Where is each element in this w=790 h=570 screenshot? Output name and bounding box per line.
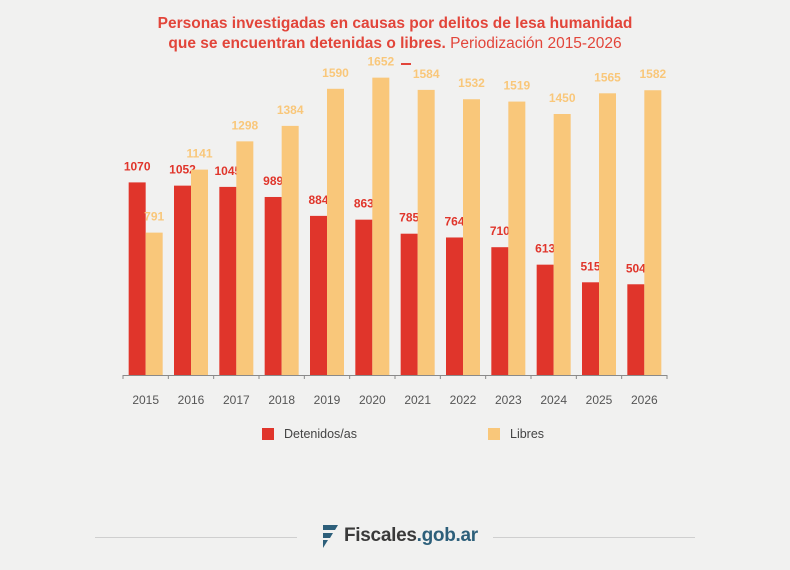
bar-chart: 1070 791 2015 1052 1141 2016 1045 1298 2017 989 13… — [122, 55, 668, 407]
x-tick-2026: 2026 — [631, 393, 658, 407]
data-label-libres-2025: 1565 — [594, 70, 621, 84]
bar-libres-2021 — [417, 89, 435, 375]
fiscales-logo-icon — [323, 525, 338, 548]
data-label-libres-2020: 1652 — [367, 55, 394, 69]
title-period: Periodización 2015-2026 — [445, 35, 622, 52]
bar-detenidos-2018 — [264, 196, 282, 375]
data-label-detenidos-2020: 863 — [354, 197, 374, 211]
data-label-libres-2016: 1141 — [186, 147, 212, 161]
data-label-libres-2017: 1298 — [231, 118, 258, 132]
bar-libres-2017 — [236, 141, 254, 375]
bar-libres-2018 — [281, 125, 299, 375]
data-label-libres-2026: 1582 — [639, 67, 666, 81]
bar-detenidos-2022 — [446, 237, 463, 375]
legend-label-libres: Libres — [510, 427, 545, 441]
data-label-detenidos-2026: 504 — [626, 261, 646, 275]
bar-detenidos-2026 — [627, 284, 645, 375]
data-label-libres-2024: 1450 — [549, 91, 576, 105]
data-label-detenidos-2024: 613 — [535, 242, 555, 256]
bar-libres-2022 — [463, 99, 480, 376]
bar-libres-2024 — [553, 114, 571, 375]
x-tick-2025: 2025 — [586, 393, 613, 407]
title-line-1: Personas investigadas en causas por deli… — [157, 15, 633, 32]
bar-detenidos-2017 — [219, 186, 237, 375]
bar-detenidos-2025 — [582, 282, 599, 375]
x-tick-2020: 2020 — [359, 393, 386, 407]
bar-detenidos-2015 — [128, 182, 146, 375]
chart-title: Personas investigadas en causas por deli… — [0, 14, 790, 54]
bar-detenidos-2019 — [310, 215, 327, 375]
data-label-detenidos-2025: 515 — [580, 259, 600, 273]
title-dash — [401, 63, 411, 65]
x-tick-2023: 2023 — [495, 393, 522, 407]
bar-detenidos-2021 — [400, 233, 418, 375]
legend-label-detenidos: Detenidos/as — [284, 427, 357, 441]
bar-detenidos-2024 — [536, 264, 554, 375]
data-label-libres-2019: 1590 — [322, 66, 349, 80]
x-tick-2024: 2024 — [540, 393, 567, 407]
bar-libres-2016 — [191, 169, 208, 375]
x-tick-2018: 2018 — [268, 393, 295, 407]
data-label-detenidos-2021: 785 — [399, 211, 419, 225]
data-label-detenidos-2022: 764 — [444, 214, 464, 228]
data-label-detenidos-2023: 710 — [490, 224, 510, 238]
data-label-detenidos-2016: 1052 — [169, 163, 196, 177]
x-tick-2017: 2017 — [223, 393, 250, 407]
footer-rule-left — [95, 537, 297, 538]
x-tick-2021: 2021 — [404, 393, 431, 407]
title-line-2: que se encuentran detenidas o libres. — [168, 35, 446, 52]
bar-libres-2019 — [327, 88, 344, 376]
data-label-detenidos-2019: 884 — [308, 193, 328, 207]
data-label-libres-2015: 791 — [144, 210, 164, 224]
x-tick-2016: 2016 — [178, 393, 205, 407]
data-label-detenidos-2018: 989 — [263, 174, 283, 188]
legend-swatch-detenidos — [262, 428, 274, 440]
x-tick-2015: 2015 — [132, 393, 159, 407]
bar-detenidos-2023 — [491, 247, 509, 375]
bar-libres-2023 — [508, 101, 526, 375]
bar-libres-2020 — [372, 77, 390, 375]
data-label-libres-2018: 1384 — [277, 103, 304, 117]
legend-swatch-libres — [488, 428, 500, 440]
bar-libres-2015 — [145, 232, 163, 375]
bar-detenidos-2016 — [174, 185, 191, 375]
bar-libres-2025 — [599, 93, 616, 376]
x-tick-2019: 2019 — [314, 393, 341, 407]
brand-main: Fiscales — [344, 525, 417, 546]
brand-name: Fiscales.gob.ar — [344, 525, 478, 547]
x-tick-2022: 2022 — [450, 393, 477, 407]
data-label-libres-2021: 1584 — [413, 67, 440, 81]
legend-detenidos: Detenidos/as — [262, 427, 357, 441]
bar-detenidos-2020 — [355, 219, 373, 375]
data-label-libres-2023: 1519 — [503, 79, 530, 93]
fiscales-logo: Fiscales.gob.ar — [320, 521, 480, 551]
bar-libres-2026 — [644, 90, 662, 376]
data-label-detenidos-2017: 1045 — [214, 164, 241, 178]
footer-rule-right — [493, 537, 695, 538]
brand-domain: .gob.ar — [416, 525, 479, 546]
data-label-detenidos-2015: 1070 — [124, 159, 151, 173]
legend-libres: Libres — [488, 427, 544, 441]
data-label-libres-2022: 1532 — [458, 76, 485, 90]
